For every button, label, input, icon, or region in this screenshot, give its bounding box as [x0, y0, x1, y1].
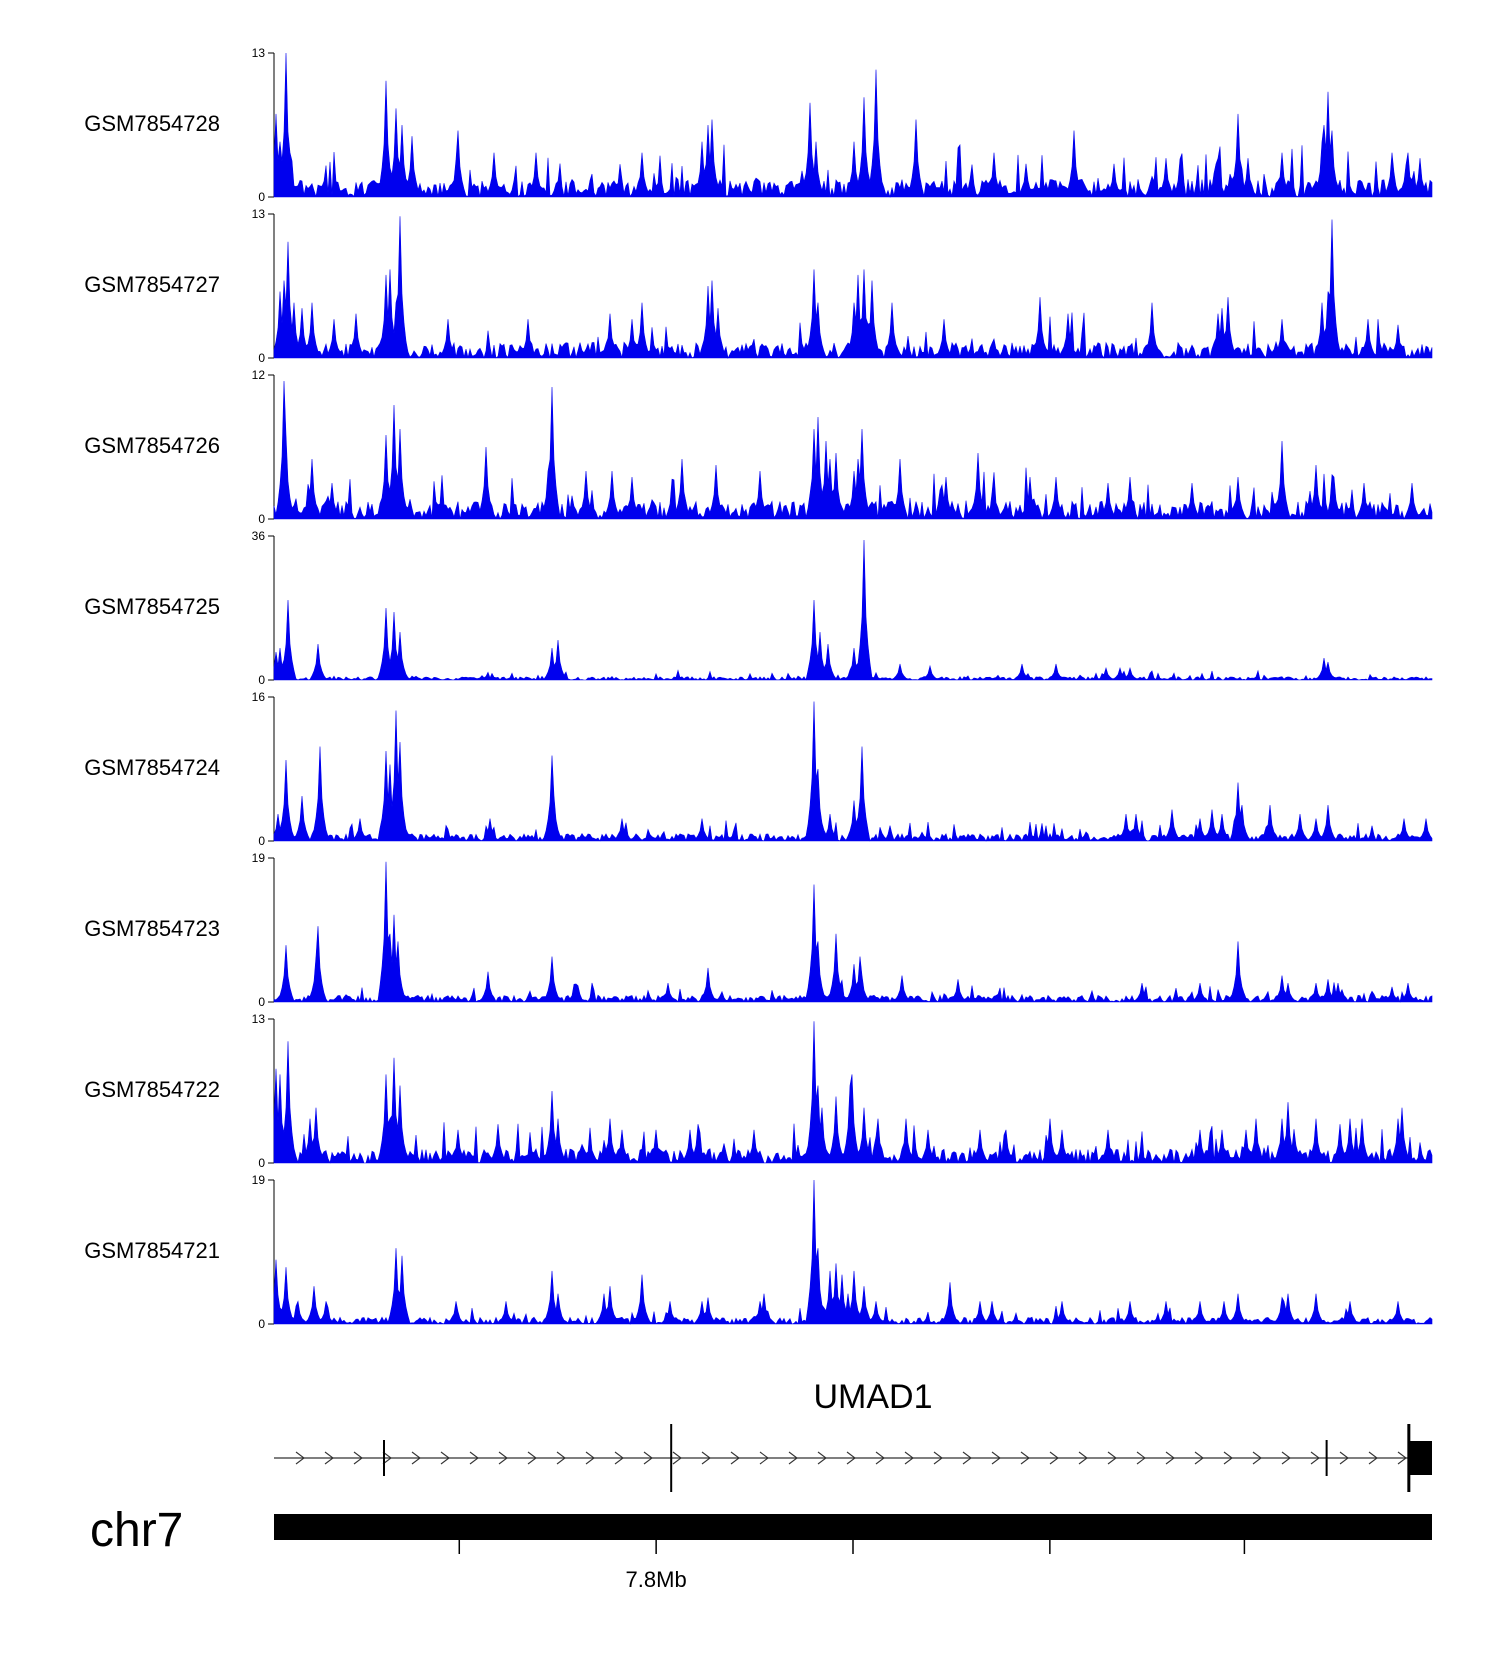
- y-tick-max-label: 13: [252, 46, 266, 60]
- strand-arrow: [614, 1451, 624, 1465]
- strand-arrow: [1368, 1451, 1378, 1465]
- strand-arrow: [469, 1451, 479, 1465]
- strand-arrow: [904, 1451, 914, 1465]
- track-sample-label: GSM7854721: [84, 1238, 220, 1263]
- strand-arrow: [817, 1451, 827, 1465]
- strand-arrow: [1339, 1451, 1349, 1465]
- track-sample-label: GSM7854722: [84, 1077, 220, 1102]
- track-GSM7854725: GSM7854725 36 0: [84, 529, 1433, 687]
- strand-arrow: [701, 1451, 711, 1465]
- y-tick-max-label: 13: [252, 207, 266, 221]
- genomic-position-label: 7.8Mb: [626, 1567, 687, 1592]
- y-tick-max-label: 19: [252, 851, 266, 865]
- strand-arrow: [730, 1451, 740, 1465]
- strand-arrow: [527, 1451, 537, 1465]
- strand-arrow: [875, 1451, 885, 1465]
- coverage-area: [273, 1021, 1433, 1164]
- strand-arrow: [1223, 1451, 1233, 1465]
- strand-arrow: [585, 1451, 595, 1465]
- y-tick-zero-label: 0: [258, 673, 265, 687]
- track-GSM7854723: GSM7854723 19 0: [84, 851, 1433, 1009]
- genomic-axis-ticks: [458, 1540, 1246, 1554]
- track-sample-label: GSM7854724: [84, 755, 220, 780]
- strand-arrow: [1078, 1451, 1088, 1465]
- track-GSM7854722: GSM7854722 13 0: [84, 1012, 1433, 1170]
- strand-arrow: [295, 1451, 305, 1465]
- coverage-area: [273, 861, 1433, 1003]
- y-tick-zero-label: 0: [258, 1156, 265, 1170]
- strand-arrow: [1020, 1451, 1030, 1465]
- coverage-area: [273, 380, 1433, 520]
- strand-arrow: [324, 1451, 334, 1465]
- chromosome-bar: [274, 1514, 1432, 1540]
- track-GSM7854724: GSM7854724 16 0: [84, 690, 1433, 848]
- strand-arrow: [846, 1451, 856, 1465]
- track-sample-label: GSM7854728: [84, 111, 220, 136]
- strand-arrows: [295, 1451, 1407, 1465]
- strand-arrow: [411, 1451, 421, 1465]
- track-sample-label: GSM7854727: [84, 272, 220, 297]
- y-tick-max-label: 16: [252, 690, 266, 704]
- strand-arrow: [643, 1451, 653, 1465]
- strand-arrow: [1310, 1451, 1320, 1465]
- track-GSM7854726: GSM7854726 12 0: [84, 368, 1433, 526]
- strand-arrow: [933, 1451, 943, 1465]
- y-tick-max-label: 13: [252, 1012, 266, 1026]
- exon-ticks: [383, 1424, 1411, 1492]
- coverage-area: [273, 216, 1433, 359]
- coverage-area: [273, 539, 1433, 681]
- strand-arrow: [1194, 1451, 1204, 1465]
- strand-arrow: [1281, 1451, 1291, 1465]
- track-sample-label: GSM7854723: [84, 916, 220, 941]
- coverage-area: [273, 701, 1433, 842]
- strand-arrow: [1107, 1451, 1117, 1465]
- coverage-tracks: GSM7854728130GSM7854727130GSM7854726120G…: [84, 46, 1433, 1331]
- strand-arrow: [440, 1451, 450, 1465]
- gene-exon-block: [1408, 1441, 1432, 1475]
- chromosome-track: chr7 7.8Mb: [90, 1504, 1432, 1592]
- strand-arrow: [556, 1451, 566, 1465]
- strand-arrow: [962, 1451, 972, 1465]
- strand-arrow: [498, 1451, 508, 1465]
- strand-arrow: [353, 1451, 363, 1465]
- gene-name-label: UMAD1: [813, 1378, 932, 1416]
- strand-arrow: [382, 1451, 392, 1465]
- coverage-area: [273, 52, 1433, 198]
- y-tick-zero-label: 0: [258, 512, 265, 526]
- strand-arrow: [1165, 1451, 1175, 1465]
- strand-arrow: [788, 1451, 798, 1465]
- gene-track: UMAD1: [274, 1378, 1432, 1492]
- y-tick-max-label: 19: [252, 1173, 266, 1187]
- y-tick-zero-label: 0: [258, 190, 265, 204]
- strand-arrow: [759, 1451, 769, 1465]
- y-tick-zero-label: 0: [258, 1317, 265, 1331]
- strand-arrow: [1049, 1451, 1059, 1465]
- y-tick-zero-label: 0: [258, 834, 265, 848]
- coverage-area: [273, 1179, 1433, 1326]
- track-GSM7854727: GSM7854727 13 0: [84, 207, 1433, 365]
- track-sample-label: GSM7854725: [84, 594, 220, 619]
- track-GSM7854721: GSM7854721 19 0: [84, 1173, 1433, 1331]
- y-tick-max-label: 36: [252, 529, 266, 543]
- strand-arrow: [1136, 1451, 1146, 1465]
- strand-arrow: [1252, 1451, 1262, 1465]
- track-sample-label: GSM7854726: [84, 433, 220, 458]
- y-tick-max-label: 12: [252, 368, 266, 382]
- strand-arrow: [672, 1451, 682, 1465]
- chromosome-label: chr7: [90, 1504, 183, 1557]
- track-GSM7854728: GSM7854728 13 0: [84, 46, 1433, 204]
- strand-arrow: [1397, 1451, 1407, 1465]
- y-tick-zero-label: 0: [258, 995, 265, 1009]
- strand-arrow: [991, 1451, 1001, 1465]
- y-tick-zero-label: 0: [258, 351, 265, 365]
